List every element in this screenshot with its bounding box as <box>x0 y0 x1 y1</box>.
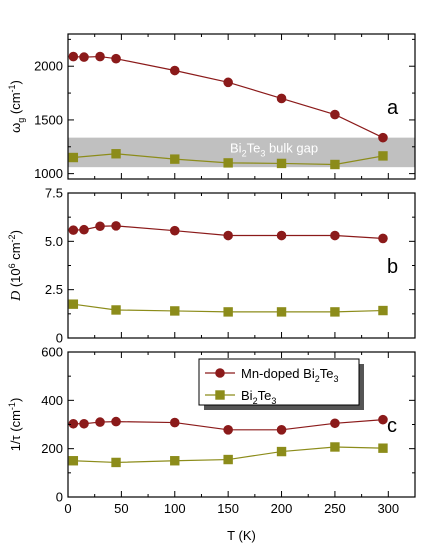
y-tick-label: 2.5 <box>45 282 63 297</box>
data-point-bt <box>276 307 287 317</box>
y-tick-label: 200 <box>41 441 63 456</box>
y-tick-label: 7.5 <box>45 186 63 201</box>
y-tick-label: 0 <box>56 331 63 346</box>
data-point-mn <box>68 418 79 429</box>
legend-marker-mn <box>215 368 225 378</box>
x-tick-label: 250 <box>324 501 346 516</box>
y-tick-label: 2000 <box>34 59 63 74</box>
data-point-mn <box>276 230 287 241</box>
panel-c: 0 200 400 600 0 50 100 150 200 250 300 T (K) c 1/τ (c… <box>7 345 416 543</box>
data-point-bt <box>276 446 287 457</box>
data-point-mn <box>95 51 105 62</box>
data-point-mn <box>223 77 233 88</box>
data-point-mn <box>68 51 79 62</box>
panel-letter: a <box>387 97 399 119</box>
data-point-mn <box>330 418 340 429</box>
data-point-mn <box>223 230 233 241</box>
data-point-mn <box>276 93 287 104</box>
data-point-mn <box>68 225 79 235</box>
legend-label-bt: Bi2Te3 <box>241 388 276 406</box>
data-point-bt <box>68 299 79 309</box>
data-point-mn <box>378 233 388 244</box>
x-tick-label: 0 <box>64 501 71 516</box>
data-point-bt <box>223 454 233 465</box>
series-line-mn <box>73 55 384 139</box>
data-point-bt <box>223 158 233 168</box>
legend: Mn-doped Bi2Te3 Bi2Te3 <box>198 358 364 410</box>
data-point-bt <box>378 151 388 161</box>
y-tick-label: 0 <box>56 490 63 505</box>
data-point-mn <box>330 230 340 241</box>
data-point-mn <box>223 425 233 435</box>
data-point-bt <box>378 305 388 316</box>
data-point-mn <box>169 225 180 236</box>
x-tick-label: 200 <box>271 501 293 516</box>
data-point-bt <box>330 307 340 317</box>
legend-box <box>198 358 360 406</box>
data-point-bt <box>330 159 340 170</box>
data-point-mn <box>79 52 89 62</box>
data-point-mn <box>111 416 121 427</box>
data-point-bt <box>223 307 233 317</box>
bulk-gap-label: Bi2Te3 bulk gap <box>230 141 318 159</box>
y-tick-label: 1500 <box>34 112 63 127</box>
data-point-bt <box>111 305 121 315</box>
data-point-mn <box>169 65 180 76</box>
data-point-bt <box>330 442 340 452</box>
data-point-bt <box>111 457 121 468</box>
data-point-mn <box>95 417 105 427</box>
data-point-mn <box>111 53 121 64</box>
data-point-bt <box>170 456 180 466</box>
data-point-bt <box>68 456 79 466</box>
data-point-mn <box>330 109 340 120</box>
data-point-bt <box>68 152 79 163</box>
data-point-mn <box>378 414 388 425</box>
y-tick-label: 1000 <box>34 166 63 181</box>
data-point-mn <box>79 418 89 429</box>
plot-frame <box>67 33 416 180</box>
data-point-mn <box>79 224 89 235</box>
data-point-bt <box>378 443 388 453</box>
data-point-mn <box>95 221 105 232</box>
x-tick-label: 50 <box>114 501 128 516</box>
data-point-mn <box>111 221 121 231</box>
panel-letter: b <box>387 256 398 278</box>
plot-frame <box>67 192 416 339</box>
x-tick-label: 300 <box>377 501 399 516</box>
y-tick-label: 400 <box>41 393 63 408</box>
bulk-gap-band <box>68 137 415 168</box>
x-tick-label: 100 <box>164 501 186 516</box>
panel-letter: c <box>387 415 397 437</box>
legend-marker-bt <box>215 390 225 400</box>
panel-b: 0 2.5 5.0 7.5 b D (106 cm-2) <box>7 186 416 346</box>
data-point-mn <box>378 132 388 143</box>
y-axis-title: ωg (cm-1) <box>7 80 26 133</box>
data-point-bt <box>170 154 180 164</box>
panel-a: Bi2Te3 bulk gap 1000 1500 2000 a ωg (cm-1) <box>7 33 416 181</box>
y-tick-label: 600 <box>41 345 63 360</box>
data-point-bt <box>170 306 180 316</box>
legend-label-mn: Mn-doped Bi2Te3 <box>241 366 338 384</box>
x-tick-label: 150 <box>217 501 239 516</box>
data-point-bt <box>276 158 287 169</box>
data-point-mn <box>169 417 180 428</box>
data-point-mn <box>276 425 287 435</box>
y-axis-title: D (106 cm-2) <box>7 230 24 302</box>
y-tick-label: 5.0 <box>45 234 63 249</box>
y-axis-title: 1/τ (cm-1) <box>7 398 23 452</box>
data-point-bt <box>111 149 121 159</box>
x-axis-title: T (K) <box>227 528 256 543</box>
